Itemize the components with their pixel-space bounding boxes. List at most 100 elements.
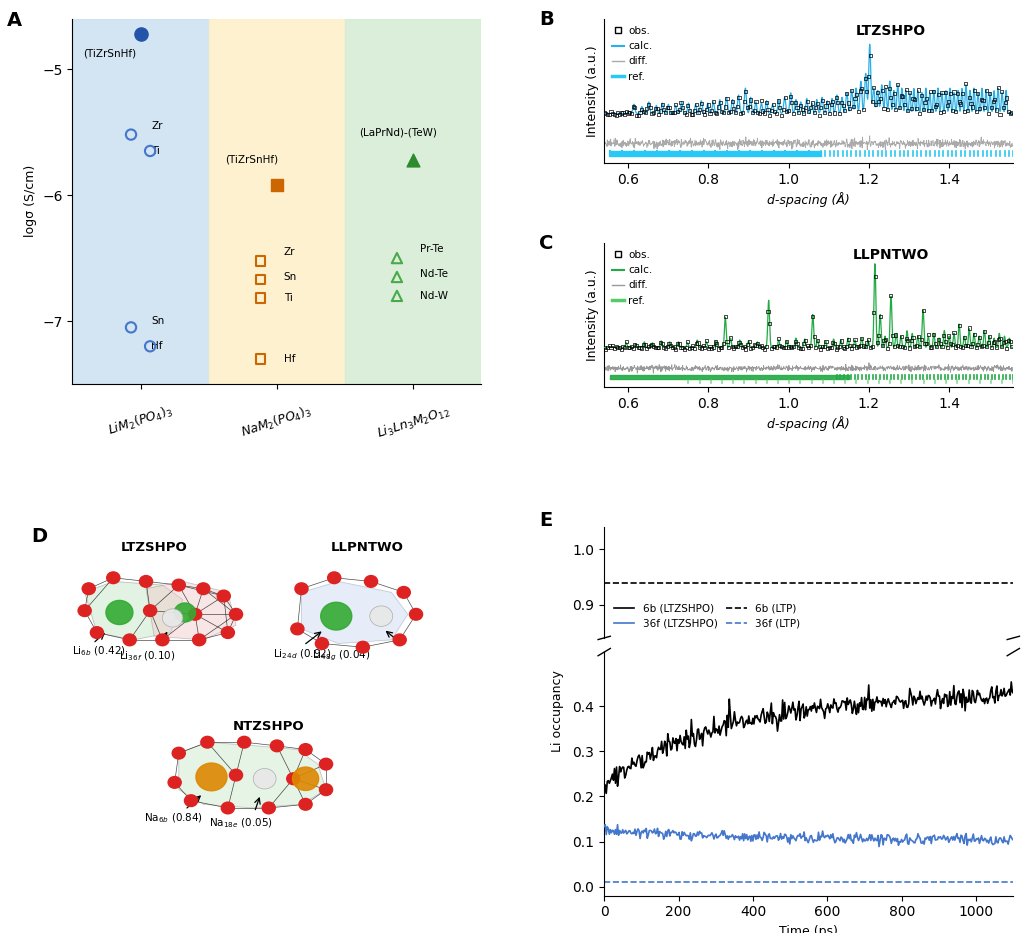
Text: $\mathit{LiM_2(PO_4)_3}$: $\mathit{LiM_2(PO_4)_3}$ — [107, 403, 175, 439]
Point — [990, 332, 1006, 347]
Point — [869, 85, 885, 100]
Circle shape — [201, 736, 214, 748]
Circle shape — [140, 576, 153, 587]
Point — [819, 341, 835, 356]
Point — [971, 330, 987, 345]
Point — [627, 101, 643, 116]
Point — [693, 341, 709, 355]
Point — [810, 333, 826, 348]
Point — [878, 332, 894, 347]
Point — [644, 337, 661, 352]
Point — [779, 104, 795, 118]
Point — [751, 106, 767, 121]
Point — [816, 105, 832, 120]
Point — [853, 331, 870, 346]
Point — [1004, 340, 1021, 355]
Point — [873, 309, 889, 324]
Circle shape — [162, 609, 183, 627]
Point — [797, 333, 814, 348]
Point — [889, 339, 906, 354]
Point — [976, 100, 993, 115]
Point — [621, 104, 638, 119]
Point — [666, 105, 682, 120]
Point — [625, 99, 641, 114]
Point — [613, 341, 630, 356]
Text: Sn: Sn — [283, 272, 297, 282]
Point — [661, 100, 677, 115]
Point — [768, 340, 785, 355]
Point — [700, 341, 717, 355]
Point — [676, 341, 693, 356]
Circle shape — [299, 744, 312, 756]
Point — [1004, 105, 1021, 120]
Text: Li$_{36f}$ (0.10): Li$_{36f}$ (0.10) — [120, 649, 176, 662]
Point — [892, 89, 909, 104]
Point — [833, 334, 850, 349]
Point — [931, 332, 947, 347]
Point — [921, 84, 938, 99]
Point — [794, 102, 811, 117]
Point — [857, 339, 874, 354]
Point — [678, 106, 695, 121]
Point — [771, 338, 788, 353]
Point — [671, 102, 688, 117]
Point — [840, 95, 856, 110]
Point — [847, 91, 863, 106]
Circle shape — [286, 773, 300, 785]
Point — [831, 339, 848, 354]
Point — [713, 104, 730, 119]
Point — [920, 103, 937, 118]
Point — [925, 327, 942, 342]
Point — [669, 336, 686, 351]
Point — [698, 103, 714, 118]
Point — [659, 101, 675, 116]
Point — [970, 337, 986, 352]
Point — [787, 95, 803, 110]
Point — [992, 107, 1008, 122]
Point — [727, 105, 743, 120]
Circle shape — [253, 769, 276, 789]
Point — [824, 94, 841, 109]
Point — [883, 90, 900, 104]
Point — [773, 108, 790, 123]
Point — [789, 100, 805, 115]
Point — [600, 106, 616, 121]
Point — [647, 340, 664, 355]
Point — [610, 341, 627, 355]
Circle shape — [315, 637, 329, 649]
Point — [650, 107, 667, 122]
Point — [912, 339, 929, 354]
Point — [994, 340, 1010, 355]
Point — [781, 104, 797, 118]
Point — [648, 340, 665, 355]
Point — [781, 340, 797, 355]
Circle shape — [79, 605, 91, 617]
Point — [596, 105, 612, 120]
Point — [845, 338, 861, 353]
Point — [842, 339, 858, 354]
Point — [999, 91, 1015, 105]
Point — [664, 105, 680, 120]
Point — [952, 96, 969, 111]
Point — [884, 97, 901, 112]
Point — [989, 340, 1005, 355]
Point — [918, 91, 935, 106]
Point — [642, 101, 659, 116]
Point — [790, 105, 807, 120]
Point — [632, 341, 648, 355]
Text: Ti: Ti — [283, 293, 293, 303]
Point — [758, 340, 774, 355]
Point — [821, 106, 838, 121]
Point — [736, 94, 753, 109]
Circle shape — [364, 576, 377, 587]
Point — [853, 81, 870, 96]
Point — [868, 269, 884, 284]
Point — [252, 352, 269, 367]
Point — [744, 104, 761, 119]
Point — [784, 95, 800, 110]
Point — [703, 103, 720, 118]
Point — [808, 340, 824, 355]
Point — [756, 105, 772, 120]
Circle shape — [320, 759, 333, 770]
Point — [883, 288, 900, 303]
